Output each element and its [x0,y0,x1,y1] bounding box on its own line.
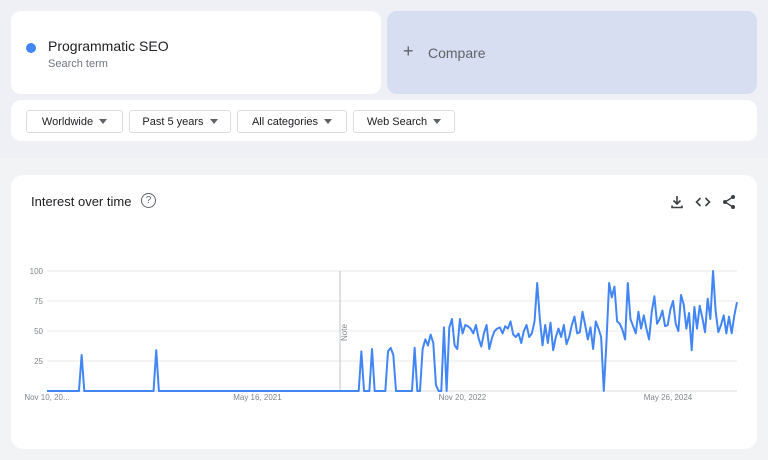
compare-label: Compare [428,45,486,61]
dropdown-caret-icon [324,119,333,124]
search-term-sublabel: Search term [48,58,108,70]
embed-code-icon[interactable] [694,193,712,211]
category-filter-dropdown[interactable]: All categories [237,110,347,133]
y-tick-label: 50 [34,327,43,336]
interest-line-chart: 25 50 75 100 Note Nov 10, 20... May 16, 2021 No… [24,267,738,402]
region-filter-dropdown[interactable]: Worldwide [26,110,123,133]
y-tick-label: 25 [34,357,43,366]
period-filter-dropdown[interactable]: Past 5 years [129,110,231,133]
x-tick-label: May 16, 2021 [233,393,282,402]
dropdown-caret-icon [99,119,108,124]
interest-over-time-card: Interest over time ? 25 50 75 100 Note Nov 10… [11,175,757,449]
search-type-filter-label: Web Search [366,115,428,128]
dropdown-caret-icon [209,119,218,124]
category-filter-label: All categories [251,115,319,128]
dropdown-caret-icon [433,119,442,124]
period-filter-label: Past 5 years [142,115,204,128]
share-icon[interactable] [720,193,738,211]
note-marker-label: Note [340,324,349,341]
filters-bar: Worldwide Past 5 years All categories We… [11,100,757,141]
compare-button[interactable]: + Compare [387,11,757,94]
chart-title: Interest over time [31,194,132,209]
y-tick-label: 75 [34,297,43,306]
search-term-card[interactable]: Programmatic SEO Search term [11,11,381,94]
interest-series-line [47,270,738,392]
region-filter-label: Worldwide [41,115,94,128]
y-tick-label: 100 [30,267,44,276]
question-circle-icon[interactable]: ? [141,193,156,208]
series-color-dot [26,43,36,53]
search-type-filter-dropdown[interactable]: Web Search [353,110,455,133]
search-term-name[interactable]: Programmatic SEO [48,38,169,54]
x-tick-label: Nov 10, 20... [24,393,69,402]
plus-icon: + [403,41,414,61]
download-icon[interactable] [668,193,686,211]
x-tick-label: Nov 20, 2022 [439,393,487,402]
x-tick-label: May 26, 2024 [644,393,693,402]
